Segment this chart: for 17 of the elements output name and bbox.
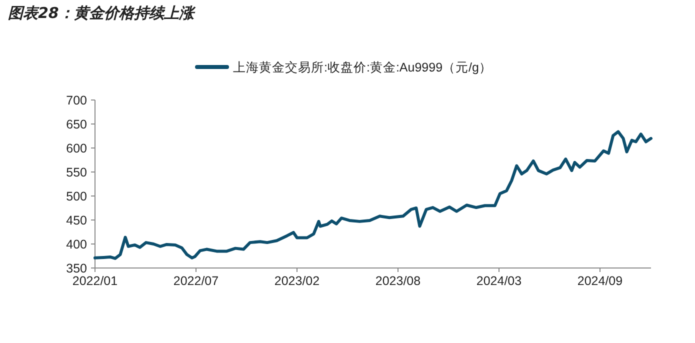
x-tick-label: 2022/01 xyxy=(72,274,118,288)
legend-label: 上海黄金交易所:收盘价:黄金:Au9999（元/g） xyxy=(233,60,492,74)
x-tick-label: 2022/07 xyxy=(173,274,219,288)
line-series xyxy=(94,130,652,260)
y-tick-label: 400 xyxy=(66,238,88,252)
x-tick-label: 2023/08 xyxy=(375,274,421,288)
y-tick-label: 350 xyxy=(66,262,88,276)
y-tick-label: 550 xyxy=(66,166,88,180)
y-tick-label: 700 xyxy=(66,94,88,108)
y-tick-label: 500 xyxy=(66,190,88,204)
x-tick-label: 2023/02 xyxy=(274,274,320,288)
y-tick-label: 600 xyxy=(66,142,88,156)
x-tick-label: 2024/03 xyxy=(476,274,522,288)
x-tick-label: 2024/09 xyxy=(577,274,623,288)
y-tick-label: 650 xyxy=(66,118,88,132)
y-tick-label: 450 xyxy=(66,214,88,228)
chart-title: 图表28：黄金价格持续上涨 xyxy=(8,4,196,22)
